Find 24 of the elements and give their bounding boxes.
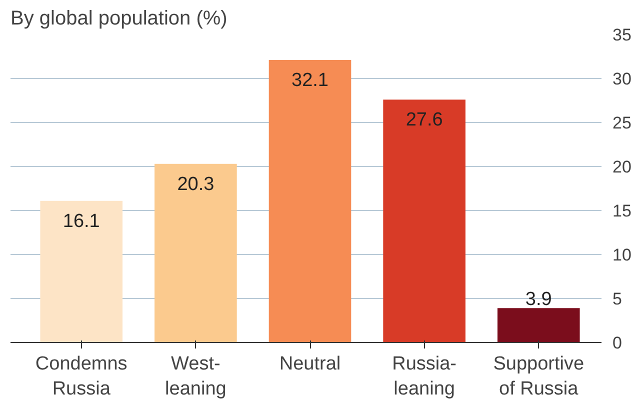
y-tick-label: 0 <box>612 334 622 352</box>
data-label: 20.3 <box>177 174 214 195</box>
y-tick-label: 15 <box>612 202 632 220</box>
y-tick-label: 5 <box>612 290 622 308</box>
data-label: 27.6 <box>406 110 443 131</box>
x-tick-label: Supportive of Russia <box>493 354 584 400</box>
x-tick-label: Russia- leaning <box>392 354 457 400</box>
y-tick-label: 30 <box>612 70 632 88</box>
y-tick-label: 20 <box>612 158 632 176</box>
bar <box>154 164 237 342</box>
bar <box>268 60 352 342</box>
chart-title: By global population (%) <box>10 8 228 30</box>
y-tick-label: 35 <box>612 26 632 44</box>
x-tick-label: Condemns Russia <box>35 354 128 400</box>
bar <box>40 200 123 342</box>
data-label: 32.1 <box>292 70 328 92</box>
x-tick-label: Neutral <box>279 354 341 374</box>
data-label: 16.1 <box>62 210 100 232</box>
x-tick-label: West- leaning <box>165 354 226 400</box>
data-label: 3.9 <box>525 289 552 310</box>
y-tick-label: 25 <box>612 114 632 132</box>
y-tick-label: 10 <box>612 246 632 264</box>
bar <box>497 308 580 342</box>
bar <box>383 100 466 342</box>
